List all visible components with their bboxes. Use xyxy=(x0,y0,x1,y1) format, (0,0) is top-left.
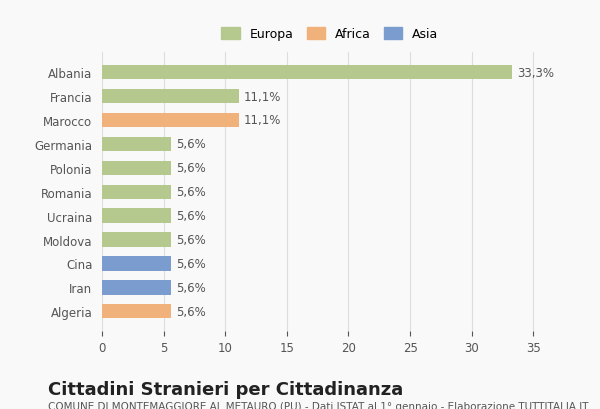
Bar xyxy=(102,114,239,128)
Text: 33,3%: 33,3% xyxy=(517,67,554,79)
Text: Cittadini Stranieri per Cittadinanza: Cittadini Stranieri per Cittadinanza xyxy=(48,380,403,398)
Bar xyxy=(102,233,171,247)
Bar xyxy=(102,137,171,152)
Bar xyxy=(102,304,171,319)
Text: COMUNE DI MONTEMAGGIORE AL METAURO (PU) - Dati ISTAT al 1° gennaio - Elaborazion: COMUNE DI MONTEMAGGIORE AL METAURO (PU) … xyxy=(48,401,589,409)
Text: 5,6%: 5,6% xyxy=(176,186,206,199)
Text: 5,6%: 5,6% xyxy=(176,234,206,246)
Text: 5,6%: 5,6% xyxy=(176,138,206,151)
Text: 11,1%: 11,1% xyxy=(244,90,281,103)
Text: 5,6%: 5,6% xyxy=(176,305,206,318)
Bar xyxy=(102,66,512,80)
Text: 11,1%: 11,1% xyxy=(244,114,281,127)
Text: 5,6%: 5,6% xyxy=(176,209,206,222)
Legend: Europa, Africa, Asia: Europa, Africa, Asia xyxy=(217,23,443,46)
Bar xyxy=(102,256,171,271)
Bar xyxy=(102,281,171,295)
Text: 5,6%: 5,6% xyxy=(176,162,206,175)
Text: 5,6%: 5,6% xyxy=(176,257,206,270)
Bar xyxy=(102,90,239,104)
Bar xyxy=(102,209,171,223)
Text: 5,6%: 5,6% xyxy=(176,281,206,294)
Bar xyxy=(102,161,171,175)
Bar xyxy=(102,185,171,199)
